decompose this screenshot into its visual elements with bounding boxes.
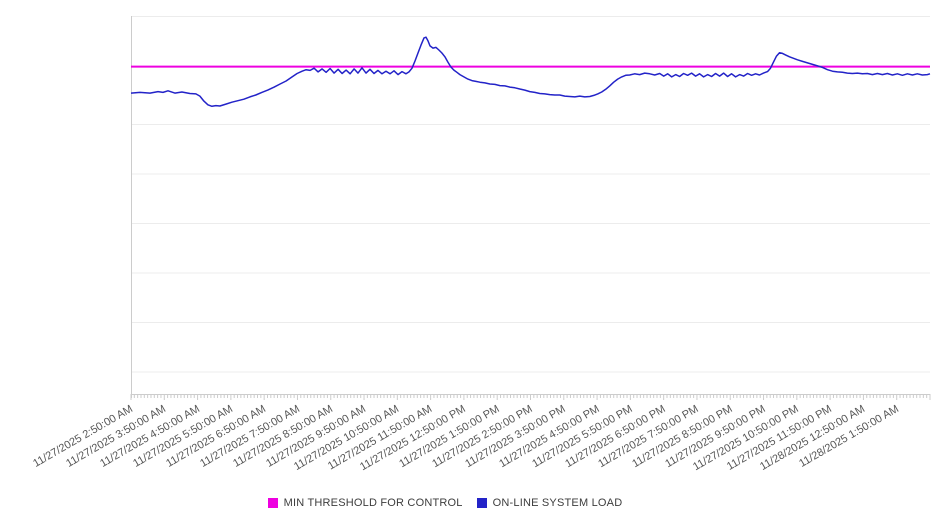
- chart-legend: MIN THRESHOLD FOR CONTROL ON-LINE SYSTEM…: [0, 497, 918, 509]
- chart-plot-area: [130, 16, 931, 400]
- legend-item-threshold[interactable]: MIN THRESHOLD FOR CONTROL: [267, 497, 463, 509]
- threshold-legend-swatch-icon: [267, 498, 278, 508]
- legend-item-load[interactable]: ON-LINE SYSTEM LOAD: [476, 497, 623, 509]
- legend-item-label: ON-LINE SYSTEM LOAD: [492, 497, 623, 509]
- load-legend-swatch-icon: [476, 498, 487, 508]
- legend-item-label: MIN THRESHOLD FOR CONTROL: [283, 497, 463, 509]
- load-series-line[interactable]: [130, 36, 931, 108]
